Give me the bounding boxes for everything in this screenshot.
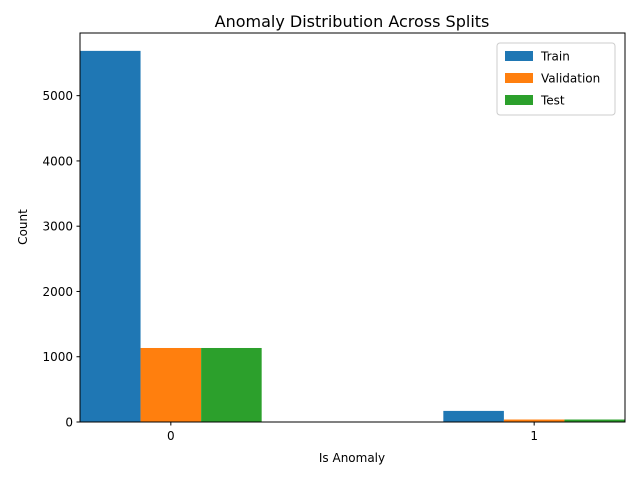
- x-tick-label: 1: [530, 429, 538, 443]
- y-tick-label: 3000: [42, 220, 73, 234]
- legend-swatch-train: [505, 51, 533, 61]
- bar-test-0: [201, 347, 262, 422]
- legend-swatch-test: [505, 95, 533, 105]
- bar-test-1: [564, 419, 625, 422]
- bar-validation-0: [140, 347, 202, 422]
- bars-group: [80, 50, 625, 423]
- legend-label-validation: Validation: [541, 72, 600, 86]
- legend-label-train: Train: [540, 50, 570, 64]
- x-tick-label: 0: [167, 429, 175, 443]
- chart-title: Anomaly Distribution Across Splits: [215, 12, 490, 31]
- y-tick-label: 1000: [42, 350, 73, 364]
- y-tick-label: 5000: [42, 89, 73, 103]
- y-axis-label: Count: [16, 209, 30, 245]
- bar-validation-1: [503, 419, 565, 422]
- plot-frame: [79, 32, 626, 423]
- y-tick-label: 2000: [42, 285, 73, 299]
- legend-swatch-validation: [505, 73, 533, 83]
- y-tick-label: 0: [65, 416, 73, 430]
- legend-label-test: Test: [540, 94, 565, 108]
- bar-train-1: [443, 410, 504, 422]
- y-tick-label: 4000: [42, 154, 73, 168]
- y-axis-ticks: 0 1000 2000 3000 4000 5000: [42, 89, 80, 430]
- x-axis-label: Is Anomaly: [319, 451, 385, 465]
- bar-train-0: [80, 50, 141, 423]
- legend: Train Validation Test: [496, 42, 616, 116]
